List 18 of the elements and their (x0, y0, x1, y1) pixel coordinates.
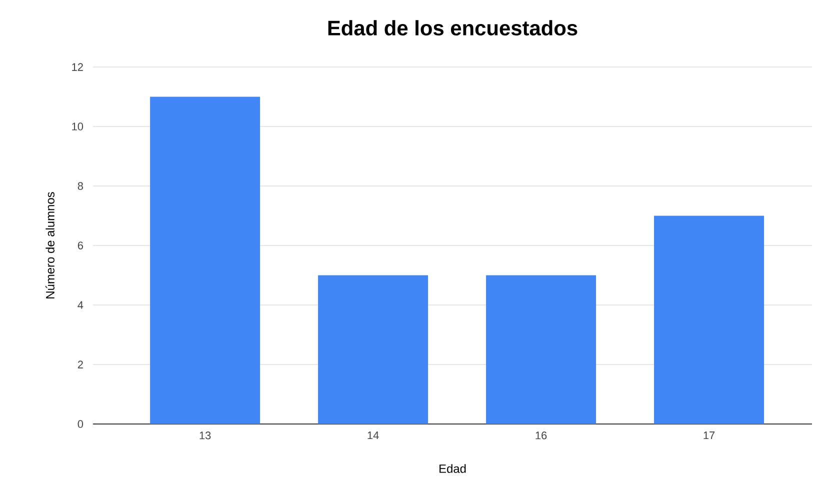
bar (150, 96, 260, 424)
y-axis-title: Número de alumnos (46, 192, 54, 298)
y-tick-label: 12 (72, 63, 83, 71)
y-tick-label: 10 (72, 122, 84, 130)
bar (318, 275, 428, 424)
x-tick-label: 16 (536, 432, 547, 440)
x-tick-label: 17 (704, 432, 715, 440)
y-tick-label: 8 (78, 182, 83, 190)
x-tick-label: 13 (200, 432, 211, 440)
y-tick-label: 0 (78, 420, 84, 428)
x-tick-label: 14 (368, 432, 379, 440)
y-tick-label: 6 (78, 242, 83, 250)
y-tick-label: 4 (78, 301, 84, 309)
bar (654, 216, 764, 424)
chart-title: Edad de los encuestados (328, 20, 578, 36)
bar (486, 275, 596, 424)
x-axis-title: Edad (440, 464, 466, 473)
y-tick-label: 2 (78, 360, 83, 368)
